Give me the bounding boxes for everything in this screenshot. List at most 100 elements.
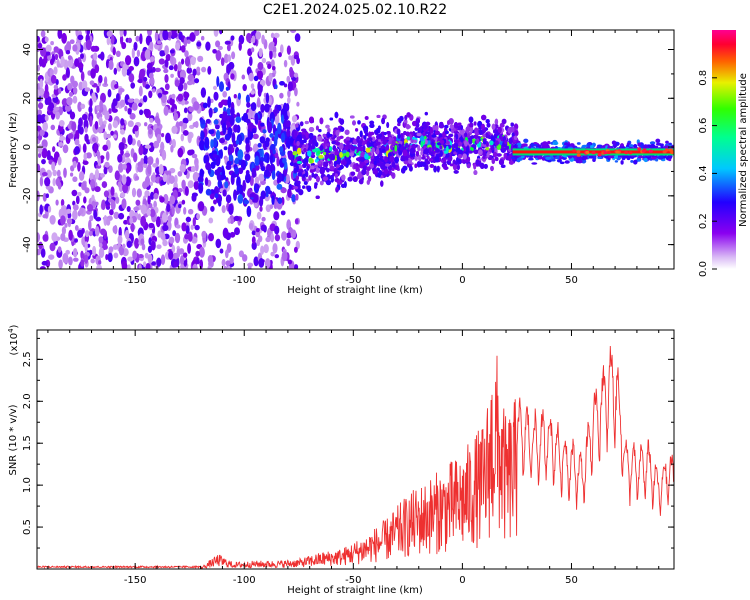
- spectrogram-cell: [159, 50, 165, 57]
- spectrogram-cell: [107, 198, 114, 203]
- spectrogram-cell: [127, 37, 133, 44]
- spectrogram-cell: [68, 91, 74, 97]
- spectrogram-cell: [91, 137, 97, 143]
- spectrogram-cell: [434, 155, 440, 163]
- spectrogram-cell: [83, 152, 88, 161]
- spectrogram-cell: [149, 191, 155, 200]
- spectrogram-cell: [222, 122, 227, 135]
- spectrogram-cell: [112, 120, 119, 129]
- spectrogram-cell: [169, 49, 175, 54]
- spectrogram-cell: [95, 216, 102, 222]
- spectrogram-cell: [510, 122, 514, 127]
- spectrogram-cell: [312, 138, 317, 145]
- spectrogram-cell: [641, 149, 646, 153]
- spectrogram-cell: [350, 171, 356, 176]
- spectrogram-cell: [293, 264, 299, 269]
- spectrogram-cell: [444, 124, 449, 129]
- spectrogram-cell: [478, 125, 482, 130]
- spectrogram-cell: [158, 58, 165, 65]
- spectrogram-cell: [175, 224, 181, 229]
- spectrogram-cell: [110, 130, 115, 136]
- spectrogram-cell: [464, 132, 468, 138]
- spectrogram-cell: [130, 82, 136, 89]
- spectrogram-cell: [347, 159, 352, 165]
- spectrogram-cell: [547, 140, 551, 145]
- spectrogram-cell: [40, 30, 46, 38]
- spectrogram-cell: [256, 211, 262, 220]
- spectrogram-cell: [120, 124, 125, 129]
- spectrogram-cell: [148, 128, 153, 135]
- spectrogram-cell: [131, 187, 137, 198]
- spectrogram-cell: [545, 156, 552, 161]
- spectrogram-cell: [139, 109, 144, 116]
- spectrogram-cell: [285, 232, 293, 239]
- spectrogram-cell: [227, 54, 232, 62]
- spectrogram-cell: [38, 56, 43, 67]
- spectrogram-cell: [271, 195, 275, 206]
- spectrogram-cell: [271, 65, 276, 71]
- spectrogram-cell: [168, 250, 174, 260]
- spectrogram-cell: [138, 254, 144, 259]
- spectrogram-cell: [136, 188, 142, 198]
- spectrogram-cell: [139, 68, 146, 78]
- spectrogram-cell: [466, 156, 471, 163]
- spectrogram-cell: [481, 123, 485, 129]
- spectrogram-cell: [385, 163, 390, 167]
- spectrogram-cell: [279, 92, 284, 99]
- spectrogram-cell: [60, 232, 66, 242]
- spectrogram-cell: [336, 179, 343, 185]
- spectrogram-cell: [212, 153, 218, 159]
- spectrogram-cell: [193, 101, 200, 111]
- spectrogram-cell: [94, 226, 100, 237]
- spectrogram-cell: [226, 44, 231, 52]
- spectrogram-cell: [299, 121, 304, 127]
- spectrogram-cell: [345, 151, 350, 158]
- spectrogram-cell: [498, 158, 505, 166]
- spectrogram-cell: [142, 163, 148, 168]
- spectrogram-cell: [514, 130, 519, 137]
- spectrogram-cell: [127, 134, 133, 146]
- spectrogram-cell: [223, 265, 228, 269]
- spectrogram-cell: [135, 199, 141, 206]
- spectrogram-cell: [224, 249, 229, 259]
- spectrogram-cell: [542, 145, 548, 149]
- spectrogram-cell: [160, 254, 166, 266]
- spectrogram-cell: [107, 88, 112, 98]
- spectrogram-cell: [52, 169, 57, 177]
- spectrogram-cell: [630, 159, 634, 163]
- spectrogram-cell: [293, 246, 298, 253]
- spectrogram-cell: [37, 89, 40, 99]
- spectrogram-cell: [270, 143, 276, 151]
- spectrogram-cell: [231, 51, 236, 60]
- spectrogram-cell: [425, 160, 430, 165]
- spectrogram-cell: [245, 142, 250, 153]
- spectrogram-cell: [197, 55, 204, 63]
- spectrogram-cell: [371, 147, 376, 154]
- spectrogram-cell: [144, 49, 151, 60]
- spectrogram-cell: [212, 137, 218, 148]
- spectrogram-cell: [53, 66, 58, 75]
- spectrogram-cell: [376, 127, 381, 134]
- spectrogram-cell: [295, 193, 299, 201]
- spectrogram-cell: [662, 150, 667, 154]
- x-tick-label: -50: [345, 275, 361, 286]
- spectrogram-cell: [205, 154, 210, 165]
- spectrogram-cell: [364, 159, 369, 164]
- spectrogram-cell: [491, 157, 496, 165]
- spectrogram-cell: [94, 201, 99, 206]
- spectrogram-cell: [55, 111, 61, 120]
- spectrogram-cell: [174, 232, 181, 244]
- spectrogram-cell: [144, 144, 152, 149]
- spectrogram-cell: [508, 154, 512, 162]
- spectrogram-cell: [143, 108, 149, 116]
- spectrogram-cell: [455, 133, 459, 140]
- spectrogram-cell: [71, 121, 77, 132]
- spectrogram-cell: [179, 255, 185, 266]
- spectrogram-cell: [282, 157, 287, 164]
- spectrogram-cell: [449, 163, 454, 167]
- spectrogram-cell: [164, 59, 169, 68]
- spectrogram-cell: [138, 145, 144, 156]
- spectrogram-cell: [361, 169, 367, 176]
- spectrogram-cell: [177, 147, 184, 158]
- spectrogram-cell: [330, 175, 334, 180]
